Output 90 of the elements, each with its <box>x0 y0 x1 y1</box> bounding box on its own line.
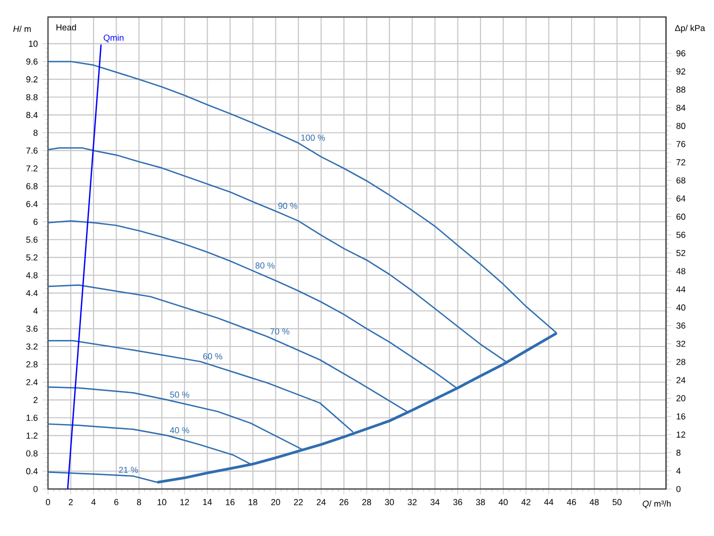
y-tick-label: 4.8 <box>26 272 38 278</box>
y-tick-label: 6.4 <box>26 200 38 208</box>
x-tick-label: 12 <box>180 499 189 506</box>
x-tick-label: 32 <box>408 499 417 506</box>
y-tick-label: 2.4 <box>26 379 38 386</box>
y2-tick-label: 0 <box>676 486 681 492</box>
x-tick-label: 0 <box>46 499 50 506</box>
x-tick-label: 42 <box>521 499 530 506</box>
y2-tick-label: 68 <box>676 177 686 184</box>
y2-tick-label: 72 <box>676 159 686 166</box>
x-tick-label: 14 <box>203 499 212 506</box>
y2-tick-label: 48 <box>676 268 686 274</box>
x-tick-label: 2 <box>68 499 73 506</box>
x-tick-label: 10 <box>158 499 166 506</box>
y-tick-label: 1.6 <box>26 414 38 421</box>
x-tick-label: 18 <box>248 499 258 506</box>
y2-tick-label: 40 <box>676 304 686 311</box>
x-axis-title: Q/ m³/h <box>642 500 671 508</box>
y-tick-label: 0.4 <box>26 468 38 474</box>
y-tick-label: 10 <box>28 40 38 47</box>
y2-tick-label: 28 <box>676 358 686 365</box>
x-tick-label: 22 <box>294 499 303 506</box>
y-tick-label: 8 <box>34 130 38 136</box>
x-tick-label: 50 <box>612 499 622 506</box>
x-tick-label: 6 <box>114 499 118 506</box>
annotation: Head <box>56 24 76 30</box>
y-tick-label: 3.6 <box>26 326 38 332</box>
y2-tick-label: 92 <box>676 68 686 75</box>
x-tick-label: 38 <box>476 499 485 506</box>
y2-tick-label: 56 <box>676 232 686 238</box>
y2-tick-label: 12 <box>676 432 686 438</box>
y-tick-label: 2 <box>34 396 38 403</box>
y-tick-label: 9.6 <box>26 58 38 65</box>
y-tick-label: 7.6 <box>26 148 38 154</box>
y2-tick-label: 20 <box>676 395 686 402</box>
y2-tick-label: 16 <box>676 413 686 420</box>
y-tick-label: 6.8 <box>26 183 38 190</box>
series-label: 100 % <box>301 134 325 141</box>
y-tick-label: 4 <box>33 308 38 314</box>
x-tick-label: 24 <box>316 499 326 506</box>
y2-tick-label: 64 <box>676 195 686 202</box>
y2-tick-label: 52 <box>676 250 686 256</box>
y-tick-label: 0.8 <box>26 450 38 456</box>
series-label: 60 % <box>203 353 222 360</box>
x-tick-label: 40 <box>498 499 508 506</box>
x-tick-label: 44 <box>544 499 554 506</box>
series-label: 50 % <box>170 392 190 398</box>
x-tick-label: 8 <box>137 499 142 506</box>
x-tick-label: 4 <box>91 499 96 506</box>
y-tick-label: 4.4 <box>26 290 38 296</box>
series-label: 21 % <box>118 466 138 473</box>
x-tick-label: 28 <box>362 499 372 506</box>
y2-tick-label: 84 <box>676 104 686 111</box>
x-tick-label: 34 <box>430 499 440 506</box>
y-tick-label: 0 <box>33 486 38 492</box>
x-tick-label: 46 <box>566 499 576 506</box>
y2-tick-label: 88 <box>676 86 686 93</box>
y-tick-label: 6 <box>34 218 38 225</box>
y-tick-label: 9.2 <box>26 76 38 82</box>
y-tick-label: 5.2 <box>26 254 38 261</box>
y2-axis-title: Δp/ kPa <box>674 24 706 33</box>
y2-tick-label: 24 <box>676 377 686 384</box>
y2-tick-label: 8 <box>676 450 680 456</box>
x-tick-label: 20 <box>271 499 280 506</box>
series-label: 90 % <box>278 202 298 209</box>
x-tick-label: 48 <box>590 499 599 506</box>
x-tick-label: 26 <box>340 499 348 506</box>
y2-tick-label: 96 <box>676 50 686 56</box>
y-tick-label: 2.8 <box>26 361 38 368</box>
y-tick-label: 5.6 <box>26 236 38 243</box>
y2-tick-label: 60 <box>676 214 686 220</box>
y-tick-label: 8.4 <box>26 112 38 118</box>
y-axis-title: H/ m <box>13 26 31 32</box>
series-label: 80 % <box>256 262 275 269</box>
y2-tick-label: 44 <box>676 286 686 292</box>
y2-tick-label: 36 <box>676 322 686 329</box>
series-label: 40 % <box>170 427 190 434</box>
y2-tick-label: 76 <box>676 141 686 148</box>
x-tick-label: 30 <box>384 499 394 506</box>
y2-tick-label: 80 <box>676 122 686 129</box>
y-tick-label: 1.2 <box>26 432 38 439</box>
x-tick-label: 16 <box>226 499 235 506</box>
series-label: Qmin <box>104 34 124 42</box>
x-tick-label: 36 <box>453 499 462 506</box>
y-tick-label: 3.2 <box>26 343 38 350</box>
y2-tick-label: 4 <box>676 468 681 474</box>
y2-tick-label: 32 <box>676 340 686 347</box>
y-tick-label: 7.2 <box>26 165 38 172</box>
series-label: 70 % <box>270 328 290 334</box>
y-tick-label: 8.8 <box>26 94 38 100</box>
